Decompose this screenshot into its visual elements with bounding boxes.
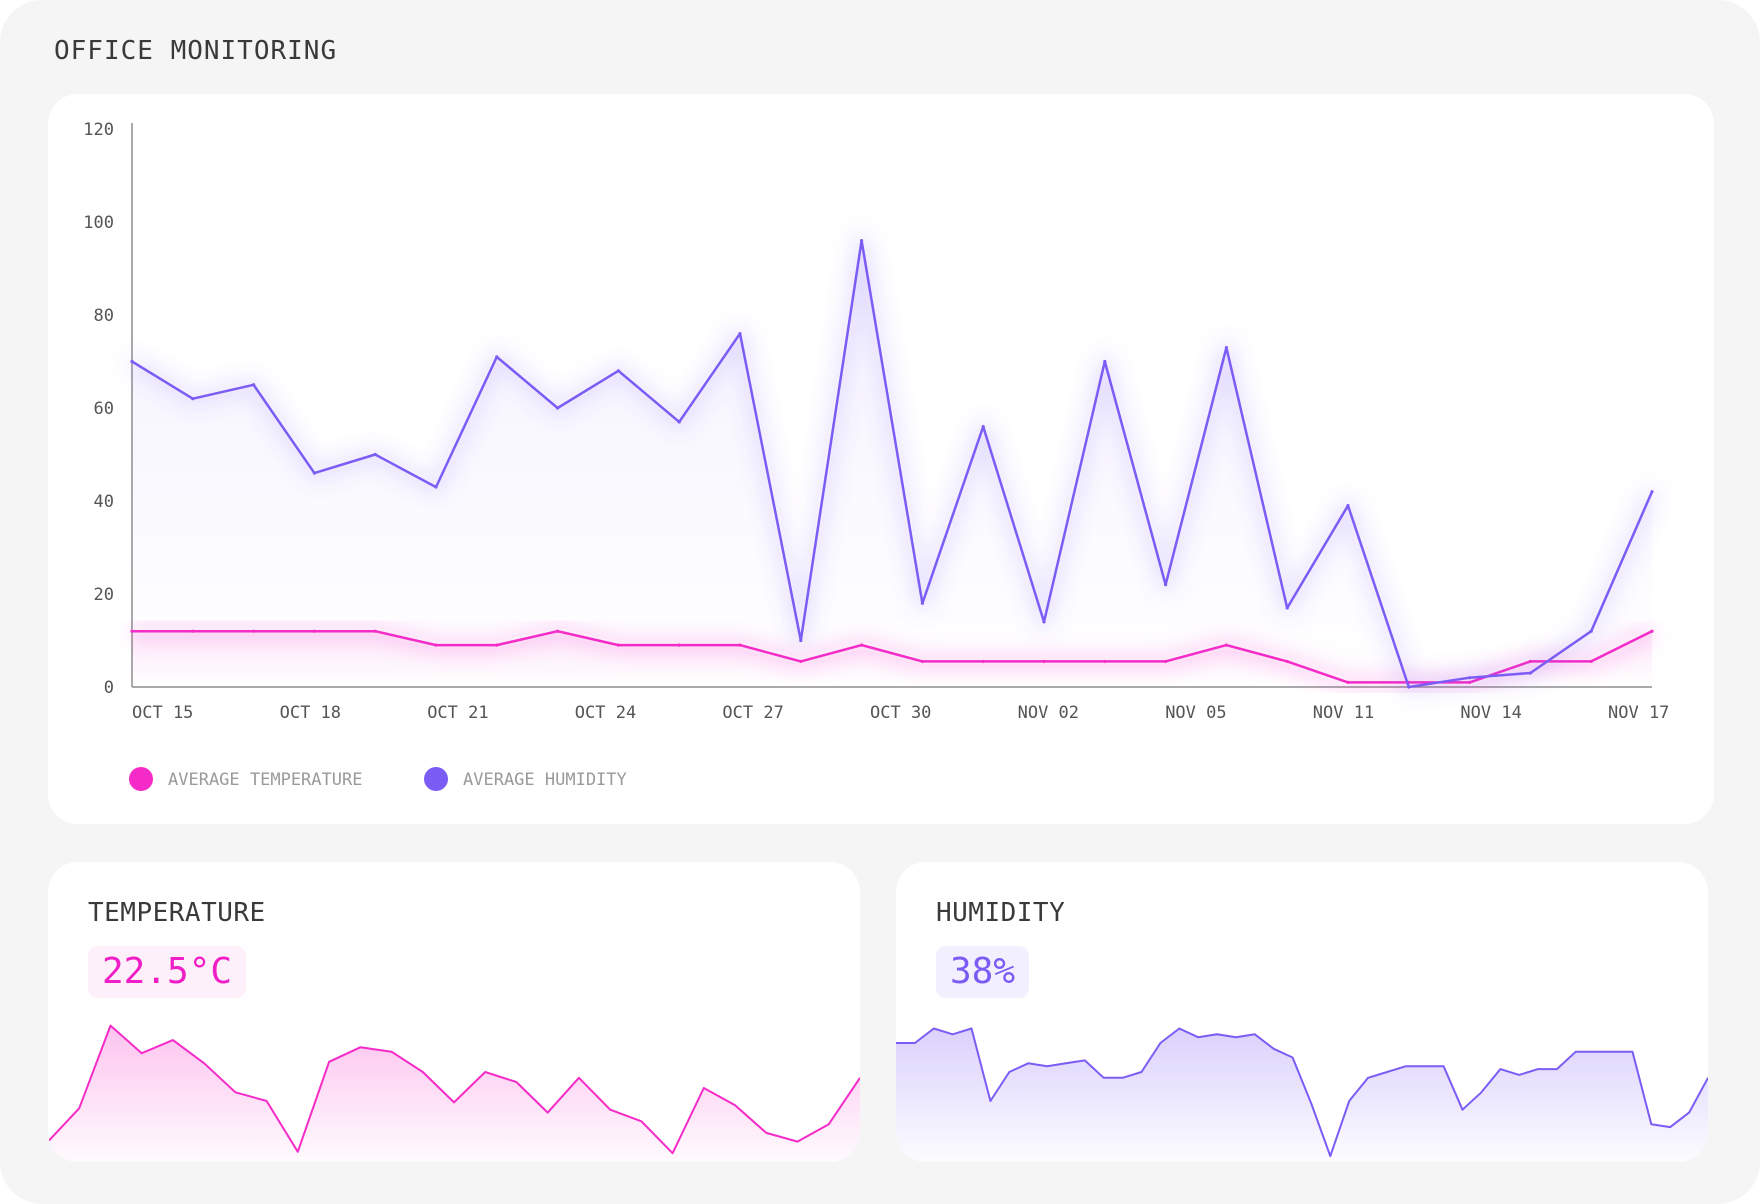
- y-tick-label: 40: [94, 492, 114, 512]
- legend-swatch: [424, 767, 448, 791]
- y-tick-label: 100: [83, 213, 114, 233]
- data-point: [1042, 620, 1046, 624]
- data-point: [1650, 490, 1654, 494]
- main-chart-card: 0 20 40 60 80 100 120 OCT 15 OCT 18 OCT 21 OCT 24 O…: [48, 94, 1714, 824]
- x-tick-label: OCT 21: [427, 703, 488, 723]
- temperature-card: TEMPERATURE 22.5°C: [48, 862, 860, 1162]
- sparkline-area: [896, 1028, 1708, 1162]
- data-point: [920, 601, 925, 605]
- temperature-value-badge: 22.5°C: [88, 946, 247, 998]
- data-point: [799, 638, 803, 643]
- humidity-card: HUMIDITY 38%: [896, 862, 1708, 1162]
- x-tick-label: OCT 24: [575, 703, 636, 723]
- x-tick-label: NOV 17: [1608, 703, 1669, 723]
- data-point: [1528, 671, 1532, 675]
- page-title: OFFICE MONITORING: [54, 36, 338, 66]
- humidity-card-title: HUMIDITY: [936, 898, 1066, 928]
- data-point: [312, 471, 316, 475]
- x-tick-label: NOV 02: [1018, 703, 1079, 723]
- legend-label: AVERAGE TEMPERATURE: [168, 770, 362, 790]
- data-point: [1589, 629, 1593, 633]
- y-tick-label: 80: [94, 306, 114, 326]
- humidity-value-badge: 38%: [936, 946, 1030, 998]
- sparkline-line: [48, 1024, 860, 1155]
- data-point: [556, 406, 560, 410]
- data-point: [1528, 659, 1532, 664]
- x-tick-label: OCT 27: [722, 703, 783, 723]
- data-point: [1224, 345, 1228, 350]
- x-tick-label: OCT 15: [132, 703, 193, 723]
- x-tick-label: NOV 11: [1313, 703, 1374, 723]
- temperature-sparkline: [48, 1024, 860, 1162]
- data-point: [130, 359, 134, 364]
- x-tick-label: NOV 14: [1460, 703, 1521, 723]
- legend-swatch: [129, 767, 153, 791]
- sparkline-line: [896, 1027, 1708, 1158]
- y-tick-label: 120: [83, 120, 114, 140]
- data-point: [677, 420, 681, 424]
- y-tick-label: 0: [104, 678, 114, 698]
- data-point: [1346, 504, 1350, 508]
- x-tick-label: OCT 18: [280, 703, 341, 723]
- data-point: [1103, 359, 1107, 364]
- data-point: [1164, 583, 1168, 587]
- data-point: [981, 425, 985, 429]
- series-line: [130, 239, 1654, 689]
- data-point: [434, 485, 438, 489]
- data-point: [1468, 676, 1472, 680]
- humidity-sparkline: [896, 1027, 1708, 1162]
- data-point: [252, 383, 256, 387]
- data-point: [616, 369, 621, 373]
- sparkline-area: [48, 1025, 860, 1162]
- legend-item: AVERAGE TEMPERATURE: [129, 767, 362, 791]
- legend-item: AVERAGE HUMIDITY: [424, 767, 627, 791]
- data-point: [191, 397, 195, 401]
- data-point: [738, 332, 742, 336]
- x-tick-label: NOV 05: [1165, 703, 1226, 723]
- data-point: [1285, 606, 1289, 610]
- data-point: [1407, 685, 1411, 689]
- legend-label: AVERAGE HUMIDITY: [463, 770, 627, 790]
- y-tick-label: 20: [94, 585, 114, 605]
- x-tick-label: OCT 30: [870, 703, 931, 723]
- data-point: [860, 239, 864, 243]
- data-point: [373, 452, 377, 457]
- temperature-card-title: TEMPERATURE: [88, 898, 266, 928]
- line-chart: 0 20 40 60 80 100 120 OCT 15 OCT 18 OCT 21 OCT 24 O…: [83, 120, 1669, 791]
- data-point: [495, 355, 499, 359]
- y-tick-label: 60: [94, 399, 114, 419]
